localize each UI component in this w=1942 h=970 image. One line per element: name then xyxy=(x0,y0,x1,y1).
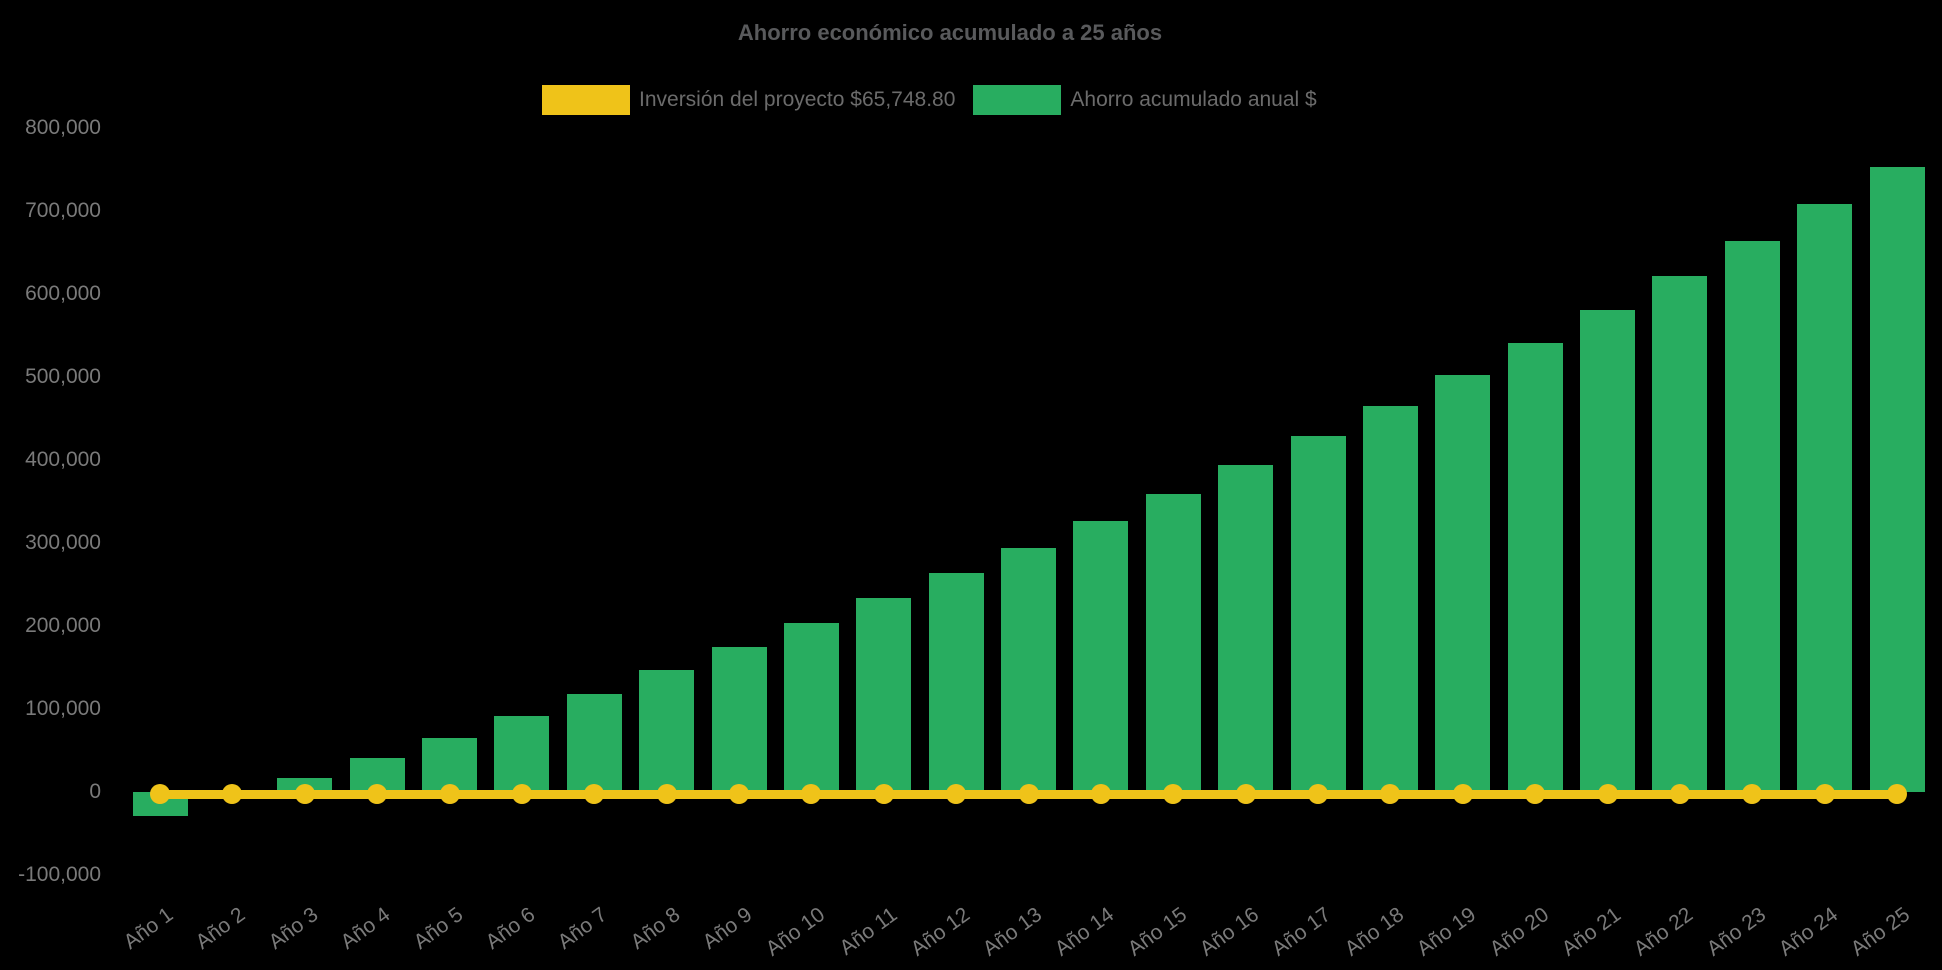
bar-año-25 xyxy=(1869,166,1925,792)
x-axis-tick-label: Año 6 xyxy=(481,903,540,954)
bar-año-17 xyxy=(1290,436,1346,792)
investment-legend-label: Inversión del proyecto $65,748.80 xyxy=(639,88,956,111)
x-axis-tick-label: Año 21 xyxy=(1557,903,1626,961)
x-axis-tick-label: Año 17 xyxy=(1268,903,1336,961)
bar-año-5 xyxy=(422,737,477,792)
x-axis-tick-label: Año 7 xyxy=(553,903,612,954)
investment-line-point xyxy=(1090,784,1111,804)
bar-año-6 xyxy=(494,716,550,792)
investment-line-point xyxy=(729,784,749,804)
x-axis-tick-label: Año 10 xyxy=(761,903,829,961)
investment-legend-swatch xyxy=(542,85,630,115)
bar-año-10 xyxy=(783,622,839,792)
x-axis-tick-label: Año 18 xyxy=(1340,903,1408,961)
investment-line-point xyxy=(1018,784,1039,804)
y-axis-tick-label: 700,000 xyxy=(25,199,101,222)
investment-line-point xyxy=(1887,784,1907,804)
investment-line-point xyxy=(946,784,967,804)
investment-line-point xyxy=(1814,784,1835,804)
bar-año-20 xyxy=(1507,343,1563,792)
x-axis-tick-label: Año 12 xyxy=(906,903,974,961)
investment-line-point xyxy=(801,784,822,804)
x-axis-tick-label: Año 2 xyxy=(191,903,250,954)
investment-line-point xyxy=(294,784,315,804)
x-axis-tick-label: Año 5 xyxy=(409,903,468,954)
bar-año-21 xyxy=(1580,310,1635,792)
x-axis-tick-label: Año 13 xyxy=(978,903,1047,961)
investment-line-point xyxy=(439,784,460,804)
y-axis-tick-label: 200,000 xyxy=(25,614,101,637)
x-axis-tick-label: Año 16 xyxy=(1195,903,1264,961)
x-axis-tick-label: Año 11 xyxy=(835,903,902,960)
bar-año-15 xyxy=(1145,493,1201,792)
bar-año-11 xyxy=(856,598,912,792)
x-axis-tick-label: Año 22 xyxy=(1630,903,1698,961)
bar-año-12 xyxy=(928,573,984,792)
x-axis-tick-label: Año 8 xyxy=(626,903,685,954)
x-axis-tick-label: Año 4 xyxy=(336,903,395,954)
investment-line-point xyxy=(1669,784,1690,804)
investment-line-point xyxy=(656,784,677,804)
investment-line-point xyxy=(1235,784,1256,804)
x-axis-tick-label: Año 23 xyxy=(1702,903,1770,961)
bar-año-18 xyxy=(1362,406,1418,792)
legend-item-investment[interactable]: Inversión del proyecto $65,748.80 xyxy=(542,85,955,115)
bar-año-7 xyxy=(566,693,622,792)
x-axis-tick-label: Año 20 xyxy=(1485,903,1553,961)
investment-line-point xyxy=(1525,784,1546,804)
investment-line-point xyxy=(1163,784,1184,804)
bar-año-9 xyxy=(711,646,767,792)
x-axis-tick-label: Año 14 xyxy=(1051,903,1119,961)
bar-año-13 xyxy=(1001,547,1056,792)
y-axis-tick-label: 600,000 xyxy=(25,282,101,305)
y-axis-tick-label: 0 xyxy=(89,780,101,803)
bar-año-22 xyxy=(1652,276,1708,792)
investment-line-point xyxy=(1380,784,1401,804)
y-axis-tick-label: 800,000 xyxy=(25,116,101,139)
x-axis-tick-label: Año 24 xyxy=(1774,903,1843,961)
legend-item-savings[interactable]: Ahorro acumulado anual $ xyxy=(973,85,1317,115)
x-axis-tick-label: Año 1 xyxy=(119,903,178,954)
x-axis-tick-label: Año 19 xyxy=(1412,903,1481,961)
investment-line-point xyxy=(367,784,388,804)
bar-año-16 xyxy=(1218,465,1274,792)
investment-line-point xyxy=(1597,784,1618,804)
bar-año-14 xyxy=(1073,521,1129,792)
savings-legend-label: Ahorro acumulado anual $ xyxy=(1070,88,1317,111)
chart-title: Ahorro económico acumulado a 25 años xyxy=(737,20,1163,45)
investment-line-point xyxy=(150,784,170,804)
x-axis-tick-label: Año 25 xyxy=(1847,903,1915,961)
investment-line-point xyxy=(584,784,605,804)
investment-line-point xyxy=(1452,784,1473,804)
investment-line-point xyxy=(873,784,894,804)
y-axis-tick-label: 100,000 xyxy=(25,697,101,720)
investment-line-point xyxy=(1308,784,1328,804)
y-axis-tick-label: 400,000 xyxy=(25,448,101,471)
y-axis-tick-label: -100,000 xyxy=(18,863,101,886)
y-axis-tick-label: 500,000 xyxy=(25,365,101,388)
x-axis-tick-label: Año 15 xyxy=(1123,903,1191,961)
chart-legend: Inversión del proyecto $65,748.80 Ahorro… xyxy=(542,85,1317,115)
x-axis-tick-label: Año 9 xyxy=(698,903,757,954)
bar-año-19 xyxy=(1435,375,1491,792)
y-axis-tick-label: 300,000 xyxy=(25,531,101,554)
investment-line-point xyxy=(1742,784,1763,804)
bar-año-23 xyxy=(1724,240,1780,792)
savings-legend-swatch xyxy=(973,85,1062,115)
investment-line-point xyxy=(222,784,243,804)
investment-line-point xyxy=(511,784,532,804)
bar-año-24 xyxy=(1797,204,1853,792)
bar-año-8 xyxy=(639,670,695,792)
x-axis-tick-label: Año 3 xyxy=(264,903,323,954)
